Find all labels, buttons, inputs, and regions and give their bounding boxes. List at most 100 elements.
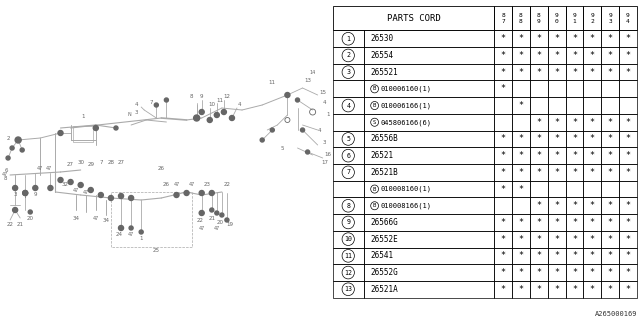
Bar	[530, 181, 548, 197]
Text: *: *	[518, 251, 524, 260]
Bar	[364, 114, 494, 131]
Bar	[619, 114, 637, 131]
Text: 26556B: 26556B	[370, 134, 397, 143]
Text: *: *	[625, 118, 630, 127]
Text: *: *	[572, 201, 577, 210]
Bar	[601, 147, 619, 164]
Bar	[512, 30, 530, 47]
Bar	[512, 264, 530, 281]
Text: 47: 47	[128, 233, 134, 237]
Circle shape	[33, 186, 38, 190]
Bar	[548, 64, 566, 81]
Text: *: *	[607, 34, 612, 43]
Text: 47: 47	[45, 165, 52, 171]
Text: 47: 47	[83, 189, 89, 195]
Text: 16: 16	[324, 153, 332, 157]
Text: *: *	[500, 285, 506, 294]
Text: 21: 21	[17, 222, 24, 228]
Text: B: B	[373, 203, 376, 208]
Bar	[364, 131, 494, 147]
Text: *: *	[625, 285, 630, 294]
Text: *: *	[518, 151, 524, 160]
Bar	[601, 47, 619, 64]
Text: *: *	[536, 268, 541, 277]
Bar	[619, 214, 637, 231]
Circle shape	[13, 186, 18, 190]
Bar	[583, 81, 601, 97]
Text: 10: 10	[344, 236, 352, 242]
Bar	[333, 231, 364, 247]
Text: *: *	[572, 268, 577, 277]
Text: *: *	[625, 201, 630, 210]
Text: *: *	[554, 235, 559, 244]
Bar	[583, 281, 601, 298]
Text: 15: 15	[319, 90, 326, 94]
Text: *: *	[536, 118, 541, 127]
Bar	[548, 131, 566, 147]
Text: *: *	[500, 34, 506, 43]
Bar	[566, 97, 583, 114]
Text: 010006160(1): 010006160(1)	[380, 85, 431, 92]
Text: 26530: 26530	[370, 34, 393, 43]
Text: *: *	[572, 51, 577, 60]
Bar	[583, 97, 601, 114]
Text: *: *	[572, 118, 577, 127]
Circle shape	[118, 226, 124, 230]
Bar	[619, 281, 637, 298]
Bar	[512, 64, 530, 81]
Text: 29: 29	[87, 163, 94, 167]
Text: 26541: 26541	[370, 251, 393, 260]
Text: 010008160(1): 010008160(1)	[380, 186, 431, 192]
Bar	[364, 281, 494, 298]
Bar	[364, 231, 494, 247]
Text: 11: 11	[269, 79, 276, 84]
Text: *: *	[536, 201, 541, 210]
Text: *: *	[518, 235, 524, 244]
Circle shape	[210, 208, 214, 212]
Bar	[619, 231, 637, 247]
Bar	[530, 131, 548, 147]
Bar	[619, 47, 637, 64]
Bar	[333, 247, 364, 264]
Text: *: *	[554, 134, 559, 143]
Bar	[619, 247, 637, 264]
Bar	[494, 97, 512, 114]
Bar	[583, 197, 601, 214]
Text: 34: 34	[72, 215, 79, 220]
Bar	[583, 131, 601, 147]
Text: *: *	[536, 34, 541, 43]
Bar	[364, 147, 494, 164]
Text: *: *	[607, 201, 612, 210]
Bar	[566, 6, 583, 30]
Text: *: *	[590, 268, 595, 277]
Circle shape	[58, 131, 63, 135]
Text: 9: 9	[200, 94, 204, 100]
Text: 22: 22	[196, 218, 203, 222]
Circle shape	[28, 210, 32, 214]
Circle shape	[108, 196, 113, 201]
Circle shape	[199, 211, 204, 215]
Bar	[583, 164, 601, 181]
Text: A265000169: A265000169	[595, 311, 637, 317]
Bar	[494, 264, 512, 281]
Bar	[333, 264, 364, 281]
Bar	[548, 281, 566, 298]
Bar	[494, 64, 512, 81]
Bar	[619, 264, 637, 281]
Text: *: *	[518, 285, 524, 294]
Circle shape	[214, 113, 220, 117]
Text: 22: 22	[223, 182, 230, 188]
Text: 9
1: 9 1	[573, 13, 576, 24]
Text: 1: 1	[140, 236, 143, 241]
Text: *: *	[500, 68, 506, 77]
Bar	[530, 247, 548, 264]
Text: B: B	[373, 187, 376, 192]
Bar	[512, 131, 530, 147]
Bar	[494, 214, 512, 231]
Text: 27: 27	[67, 163, 74, 167]
Text: *: *	[518, 185, 524, 194]
Text: *: *	[607, 134, 612, 143]
Text: *: *	[625, 235, 630, 244]
Bar	[494, 147, 512, 164]
Bar	[566, 281, 583, 298]
